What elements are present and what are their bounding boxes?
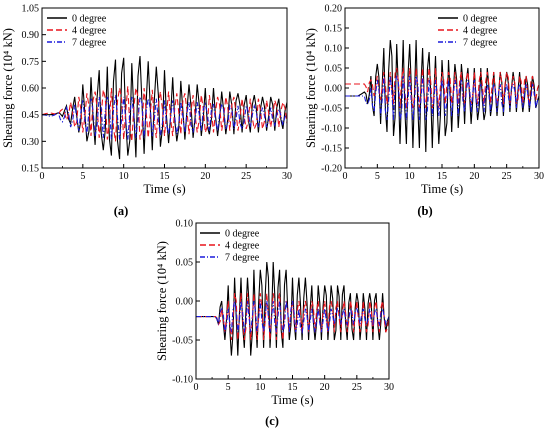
x-tick-label: 10 bbox=[119, 171, 129, 182]
y-tick-label: -0.10 bbox=[172, 375, 193, 386]
x-tick-label: 15 bbox=[437, 171, 447, 182]
x-tick-label: 25 bbox=[502, 171, 512, 182]
y-axis-label: Shearing force (10⁴ kN) bbox=[304, 28, 318, 148]
x-axis-label: Time (s) bbox=[421, 182, 463, 196]
series-line-4-degree bbox=[345, 67, 539, 109]
y-tick-label: -0.10 bbox=[321, 124, 342, 135]
y-tick-label: 0.15 bbox=[325, 24, 343, 35]
y-tick-label: 0.45 bbox=[22, 110, 40, 121]
plot-frame bbox=[344, 7, 540, 169]
legend-entry: 4 degree bbox=[463, 26, 498, 37]
x-tick-label: 15 bbox=[288, 382, 298, 393]
chart-panel-3: 0 5 10 15 20 25 30 -0.10 -0.05 0.00 0.05 0.10 Time (… bbox=[155, 219, 394, 429]
chart-panel-1: 0 5 10 15 20 25 30 0.15 0.30 0.45 0.60 0.75 0.90 1.05… bbox=[1, 4, 292, 219]
series-line-0-degree bbox=[196, 261, 389, 356]
panel-label: (c) bbox=[265, 414, 279, 428]
legend-entry: 4 degree bbox=[72, 26, 107, 37]
y-tick-label: 0.75 bbox=[22, 57, 40, 68]
y-tick-label: -0.15 bbox=[321, 144, 342, 155]
x-tick-label: 0 bbox=[40, 171, 45, 182]
x-tick-label: 10 bbox=[405, 171, 415, 182]
chart-panel-2: 0 5 10 15 20 25 30 -0.20 -0.15 -0.10 -0.05 0.00 0.05… bbox=[304, 4, 544, 219]
legend-entry: 7 degree bbox=[72, 38, 107, 49]
y-tick-label: 0.30 bbox=[22, 137, 40, 148]
x-axis-label: Time (s) bbox=[143, 182, 185, 196]
y-axis-label: Shearing force (10⁴ kN) bbox=[1, 28, 15, 148]
x-tick-label: 30 bbox=[282, 171, 292, 182]
series-line-4-degree bbox=[42, 86, 287, 142]
x-tick-label: 5 bbox=[226, 382, 231, 393]
x-tick-label: 0 bbox=[343, 171, 348, 182]
legend-entry: 7 degree bbox=[225, 253, 260, 264]
x-tick-label: 25 bbox=[241, 171, 251, 182]
x-tick-label: 10 bbox=[255, 382, 265, 393]
x-tick-label: 25 bbox=[352, 382, 362, 393]
panel-label: (b) bbox=[417, 204, 432, 218]
x-axis-label: Time (s) bbox=[271, 393, 313, 407]
panel-label: (a) bbox=[114, 204, 129, 218]
y-tick-label: 0.90 bbox=[22, 30, 40, 41]
y-tick-label: 0.00 bbox=[325, 84, 343, 95]
series-line-7-degree bbox=[42, 95, 287, 140]
y-tick-label: 0.05 bbox=[325, 64, 343, 75]
x-tick-label: 5 bbox=[375, 171, 380, 182]
y-tick-label: 1.05 bbox=[22, 4, 40, 15]
y-tick-label: 0.05 bbox=[176, 258, 194, 269]
y-tick-label: 0.10 bbox=[325, 44, 343, 55]
x-tick-label: 20 bbox=[200, 171, 210, 182]
y-tick-label: 0.10 bbox=[176, 219, 194, 230]
y-tick-label: 0.60 bbox=[22, 84, 40, 95]
x-tick-label: 0 bbox=[194, 382, 199, 393]
series-line-7-degree bbox=[196, 300, 389, 335]
x-tick-label: 30 bbox=[384, 382, 394, 393]
y-tick-label: -0.05 bbox=[321, 104, 342, 115]
series-line-0-degree bbox=[42, 55, 287, 160]
x-tick-label: 30 bbox=[534, 171, 544, 182]
legend-entry: 7 degree bbox=[463, 38, 498, 49]
legend-entry: 0 degree bbox=[72, 14, 107, 25]
y-tick-label: -0.20 bbox=[321, 164, 342, 175]
x-tick-label: 15 bbox=[160, 171, 170, 182]
y-axis-label: Shearing force (10⁴ kN) bbox=[155, 241, 169, 361]
y-tick-label: 0.20 bbox=[325, 4, 343, 15]
legend-entry: 4 degree bbox=[225, 241, 260, 252]
legend-entry: 0 degree bbox=[225, 229, 260, 240]
series-line-7-degree bbox=[345, 75, 539, 121]
series-line-4-degree bbox=[196, 293, 389, 341]
y-tick-label: -0.05 bbox=[172, 336, 193, 347]
y-tick-label: 0.00 bbox=[176, 297, 194, 308]
legend-entry: 0 degree bbox=[463, 14, 498, 25]
x-tick-label: 5 bbox=[80, 171, 85, 182]
x-tick-label: 20 bbox=[469, 171, 479, 182]
x-tick-label: 20 bbox=[320, 382, 330, 393]
y-tick-label: 0.15 bbox=[22, 164, 40, 175]
